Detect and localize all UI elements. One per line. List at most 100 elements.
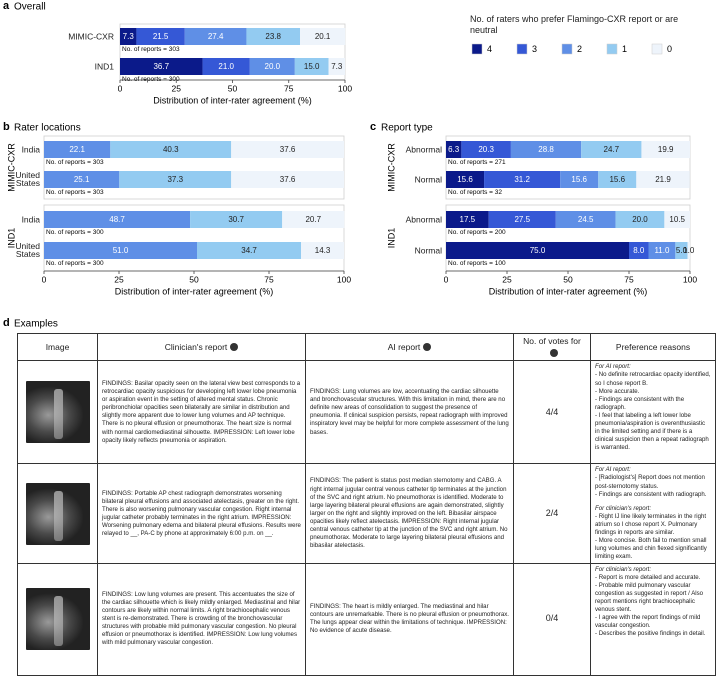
group-label: IND1 [386,228,396,249]
reason-item: - Probable mild pulmonary vascular conge… [595,581,704,613]
x-tick-label: 50 [563,274,573,284]
bar-segment [461,141,511,158]
bar-segment [282,211,345,228]
preference-reasons: For clinician's report: - Report is more … [590,562,716,676]
bar-segment [294,58,329,75]
report-count-note: No. of reports = 303 [46,189,104,196]
report-count-note: No. of reports = 300 [46,260,104,267]
value-label: 6.3 [448,145,460,154]
clinician-icon [230,343,239,352]
bar-segment [615,211,665,228]
value-label: 24.7 [604,145,620,154]
x-tick-label: 50 [189,274,199,284]
bar-segment [231,171,344,188]
table: Image Clinician's report AI report No. o… [17,332,716,676]
reason-item: - I feel that labeling a left lower lobe… [595,411,709,451]
bar-segment [44,211,191,228]
header-text: No. of votes for [523,336,581,346]
plot-frame [43,135,345,200]
value-label: 36.7 [153,62,169,71]
bar-segment [629,242,649,259]
group-label: MIMIC-CXR [6,143,16,192]
bar-segment [190,211,283,228]
header-cell: No. of votes for [513,332,591,362]
bar-segment [446,171,485,188]
legend-label: 2 [577,44,582,54]
bar-segment [44,242,197,259]
panel-label: b [3,121,10,133]
bar-segment [560,171,599,188]
bar-segment [664,211,690,228]
header-cell: Image [17,332,98,362]
reason-heading: For AI report: [595,466,631,474]
reason-item: - Findings are consistent with radiograp… [595,490,707,498]
ai-icon [423,343,432,352]
table-body: FINDINGS: Basilar opacity seen on the la… [17,360,716,676]
value-label: 19.9 [658,145,674,154]
legend-label: 3 [532,44,537,54]
value-label: 15.6 [571,175,587,184]
bar-segment [110,141,232,158]
x-tick-label: 75 [264,274,274,284]
x-axis-label: Distribution of inter-rater agreement (%… [489,286,648,296]
report-count-note: No. of reports = 271 [448,159,506,166]
preference-reasons: For AI report: - [Radiologist's] Report d… [590,463,716,564]
plot-frame [445,135,691,200]
x-tick-label: 25 [114,274,124,284]
bar-segment [328,58,345,75]
reason-heading: For clinician's report: [595,565,652,573]
legend-label: 0 [667,44,672,54]
value-label: 8.0 [633,246,645,255]
value-label: 1.0 [683,246,695,255]
header-cell: Preference reasons [590,332,716,362]
votes: 2/4 [513,463,591,564]
value-label: 15.6 [457,175,473,184]
value-label: 20.0 [265,62,281,71]
table-row: FINDINGS: Portable AP chest radiograph d… [17,463,716,564]
charts: a Overall 7.3 21.5 27.4 23.8 20.1 No. of report… [3,0,697,296]
xray-image [25,381,90,444]
x-tick-label: 100 [338,83,352,93]
value-label: 14.3 [315,246,331,255]
clinician-report: FINDINGS: Portable AP chest radiograph d… [97,463,306,564]
value-label: 27.4 [208,32,224,41]
preference-reasons: For AI report: - No definite retrocardiac… [590,360,716,465]
value-label: 10.5 [669,215,685,224]
x-tick-label: 75 [624,274,634,284]
panel-title: Examples [14,319,58,330]
reason-heading: For AI report: [595,363,631,371]
report-count-note: No. of reports = 32 [448,189,502,196]
bar-segment [648,242,676,259]
legend-swatch [516,43,528,55]
value-label: 30.7 [228,215,244,224]
value-label: 7.3 [331,62,343,71]
bar-segment [136,28,185,45]
panel-title: Overall [14,2,46,13]
legend-swatch [561,43,573,55]
report-count-note: No. of reports = 303 [122,46,180,53]
bar-segment [119,171,232,188]
x-tick-label: 50 [228,83,238,93]
value-label: 27.5 [514,215,530,224]
legend-swatch [651,43,663,55]
report-count-note: No. of reports = 100 [448,260,506,267]
panel-label: d [3,317,10,329]
clinician-report: FINDINGS: Low lung volumes are present. … [97,562,306,676]
value-label: 20.1 [315,32,331,41]
reason-item: - More accurate. [595,387,640,395]
bar-segment [555,211,616,228]
reason-item: - Report is more detailed and accurate. [595,573,701,581]
examples-table: Image Clinician's report AI report No. o… [17,332,716,676]
value-label: 24.5 [578,215,594,224]
bar-segment [197,242,302,259]
header-text: Preference reasons [615,341,691,352]
bar-segment [581,141,642,158]
bar-segment [300,28,346,45]
xray-image [25,482,90,545]
panel-title: Rater locations [14,123,81,134]
value-label: 15.6 [609,175,625,184]
bar-segment [44,141,111,158]
reason-item: - [Radiologist's] Report does not mentio… [595,474,705,490]
bar-segment [598,171,637,188]
xray-image [25,588,90,651]
